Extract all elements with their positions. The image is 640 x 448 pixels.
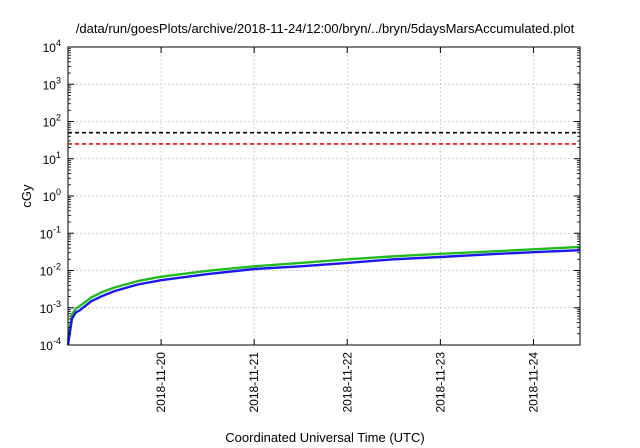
x-axis-label: Coordinated Universal Time (UTC) (225, 430, 424, 445)
grid (68, 47, 580, 345)
series-line (66, 245, 581, 341)
y-tick-label: 102 (43, 113, 61, 130)
y-tick-label: 10-2 (40, 262, 61, 279)
y-tick-label: 104 (43, 38, 61, 55)
data-series (66, 245, 581, 346)
chart-title: /data/run/goesPlots/archive/2018-11-24/1… (76, 21, 575, 36)
y-tick-label: 10-3 (40, 299, 61, 316)
y-tick-label: 10-4 (40, 336, 61, 353)
y-tick-label: 100 (43, 187, 61, 204)
y-tick-label: 101 (43, 150, 61, 167)
axes: 10-4 10-3 10-2 10-1 100 101 102 103 104 2018-11-2… (40, 38, 580, 413)
y-axis-label: cGy (19, 184, 34, 208)
y-tick-label: 103 (43, 75, 61, 92)
x-tick-label: 2018-11-22 (340, 352, 354, 413)
reference-lines (68, 131, 580, 145)
x-tick-label: 2018-11-21 (247, 352, 261, 413)
x-tick-label: 2018-11-23 (433, 352, 447, 413)
x-tick-label: 2018-11-20 (154, 352, 168, 413)
series-line (66, 249, 581, 346)
y-tick-label: 10-1 (40, 224, 61, 241)
x-tick-label: 2018-11-24 (526, 352, 540, 413)
